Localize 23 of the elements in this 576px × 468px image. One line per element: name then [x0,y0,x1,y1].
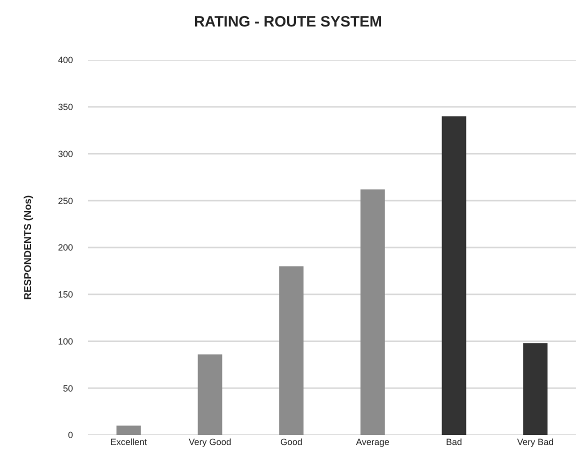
bar [279,266,304,435]
bar [523,343,548,435]
bar [360,189,385,435]
x-tick-label: Bad [446,437,462,447]
y-tick-label: 50 [62,383,73,394]
y-tick-label: 100 [58,336,73,346]
y-tick-label: 0 [68,430,73,440]
x-tick-label: Very Good [188,437,232,447]
chart-title: RATING - ROUTE SYSTEM [194,13,382,30]
y-tick-label: 250 [58,196,73,206]
x-tick-label: Excellent [110,437,148,447]
x-tick-label: Very Bad [517,437,554,447]
bar [116,426,141,435]
y-axis-title: RESPONDENTS (Nos) [22,195,34,300]
y-tick-label: 150 [58,290,73,300]
y-tick-label: 350 [58,102,73,112]
x-tick-label: Average [356,437,390,447]
y-tick-label: 300 [58,148,73,159]
bar [442,116,466,435]
x-tick-label: Good [280,437,302,447]
bar [198,354,222,435]
y-tick-label: 200 [58,242,73,253]
y-tick-label: 400 [58,55,73,66]
